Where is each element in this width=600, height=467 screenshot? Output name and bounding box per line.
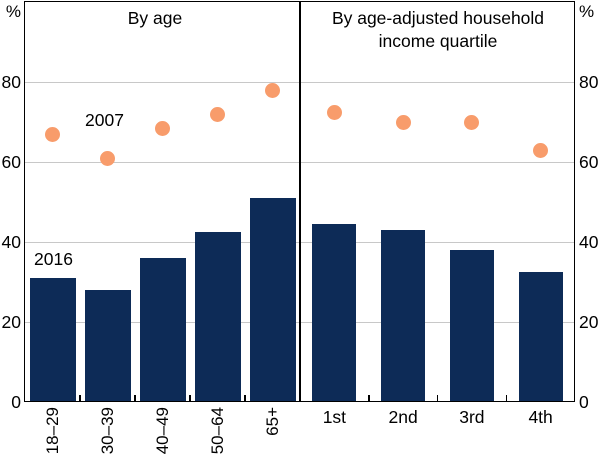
dot-30–39 (100, 150, 115, 166)
x-tick-label-3rd: 3rd (459, 407, 485, 427)
dot-40–49 (155, 120, 170, 136)
y-tick-label-left: 40 (1, 232, 21, 252)
y-axis-unit-right: % (579, 2, 595, 21)
dot-18–29 (45, 126, 60, 142)
dot-65+ (265, 82, 280, 98)
dot-1st (326, 104, 342, 120)
x-tick-label-1st: 1st (322, 407, 347, 427)
bar-30–39 (84, 290, 131, 402)
x-axis-tick (134, 395, 136, 402)
x-axis-tick (79, 395, 81, 402)
y-tick-label-right: 0 (579, 392, 589, 412)
panel-title-line: By age (127, 8, 183, 28)
y-tick-label-right: 40 (579, 232, 599, 252)
y-tick-label-left: 0 (11, 392, 21, 412)
bar-2nd (381, 230, 426, 402)
x-tick-label-2nd: 2nd (388, 407, 418, 427)
x-tick-label-30–39: 30–39 (98, 407, 117, 455)
x-axis-tick (368, 395, 370, 402)
dot-50–64 (210, 106, 225, 122)
dot-4th (533, 142, 549, 158)
y-tick-label-left: 80 (1, 72, 21, 92)
bar-50–64 (194, 232, 241, 402)
x-tick-label-65+: 65+ (263, 407, 282, 436)
panel-title-line: income quartile (378, 31, 498, 51)
y-tick-label-right: 60 (579, 152, 599, 172)
y-tick-label-left: 20 (1, 312, 21, 332)
y-tick-label-left: 60 (1, 152, 21, 172)
series-label-2016: 2016 (34, 249, 73, 269)
x-tick-label-40–49: 40–49 (153, 407, 172, 455)
x-axis-tick (189, 395, 191, 402)
dot-2nd (395, 114, 411, 130)
panel-title-by-age: By age (30, 7, 280, 30)
series-label-2007: 2007 (85, 110, 124, 130)
panel-title-line: By age-adjusted household (331, 8, 545, 28)
x-tick-label-4th: 4th (528, 407, 553, 427)
x-axis-tick (436, 395, 439, 402)
x-axis-tick (244, 395, 246, 402)
y-tick-label-right: 80 (579, 72, 599, 92)
bar-18–29 (29, 278, 76, 402)
bar-65+ (249, 198, 296, 402)
bar-40–49 (139, 258, 186, 402)
panel-title-by-income-quartile: By age-adjusted household income quartil… (302, 7, 574, 53)
y-tick-label-right: 20 (579, 312, 599, 332)
bar-4th (518, 272, 563, 402)
panel-divider-line (299, 1, 301, 402)
x-tick-label-50–64: 50–64 (208, 407, 227, 455)
x-axis-tick (505, 395, 507, 402)
x-tick-label-18–29: 18–29 (43, 407, 62, 455)
bar-1st (312, 224, 357, 402)
bar-3rd (449, 250, 494, 402)
y-axis-unit-left: % (5, 2, 21, 21)
dot-3rd (464, 114, 480, 130)
